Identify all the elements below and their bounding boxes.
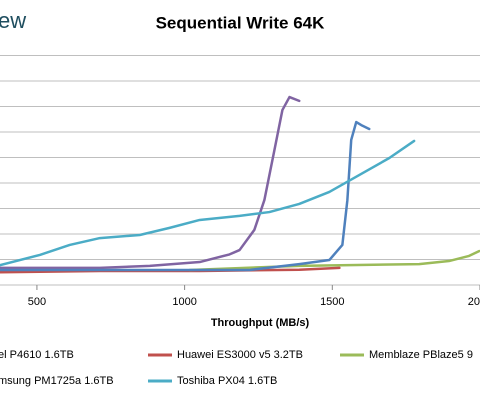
legend-label: msung PM1725a 1.6TB bbox=[0, 375, 114, 387]
legend-label: Huawei ES3000 v5 3.2TB bbox=[177, 349, 303, 361]
x-tick-label: 1500 bbox=[320, 296, 344, 308]
legend-label: el P4610 1.6TB bbox=[0, 349, 74, 361]
x-tick-label: 1000 bbox=[172, 296, 196, 308]
legend-label: Memblaze PBlaze5 9 bbox=[369, 349, 473, 361]
x-tick-label: 500 bbox=[28, 296, 46, 308]
logo: ew bbox=[0, 8, 26, 33]
legend-label: Toshiba PX04 1.6TB bbox=[177, 375, 277, 387]
chart-title: Sequential Write 64K bbox=[156, 13, 326, 32]
x-axis-label: Throughput (MB/s) bbox=[211, 317, 310, 329]
series-line bbox=[0, 120, 371, 272]
series-line bbox=[0, 95, 301, 270]
x-tick-label: 2000 bbox=[468, 296, 480, 308]
series-line bbox=[0, 139, 416, 267]
